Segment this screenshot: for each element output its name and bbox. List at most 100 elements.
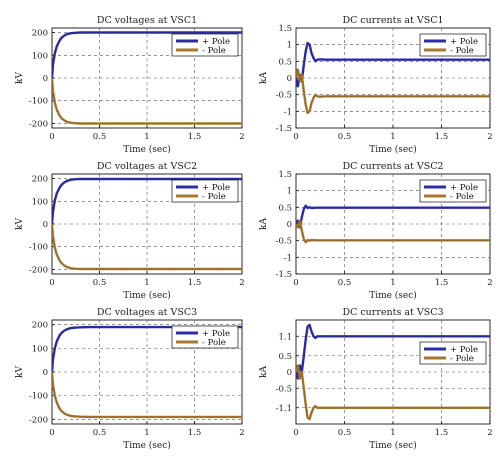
legend: + Pole- Pole — [419, 179, 487, 203]
y-tick-label: 100 — [32, 344, 48, 354]
x-tick-label: 0.5 — [93, 428, 107, 438]
y-tick-label: 0.5 — [278, 57, 292, 67]
y-tick-label: 0 — [287, 368, 292, 378]
series-trace-minus-pole — [296, 69, 490, 114]
x-tick-label: 2 — [487, 278, 492, 288]
legend: + Pole- Pole — [171, 179, 239, 203]
series-trace-plus-pole — [296, 205, 490, 228]
y-tick-label: 0 — [43, 220, 48, 230]
legend-label: + Pole — [202, 183, 230, 193]
x-tick-label: 1 — [390, 428, 395, 438]
x-tick-label: 0 — [49, 428, 54, 438]
x-tick-label: 0.5 — [338, 278, 352, 288]
series-trace-plus-pole — [296, 324, 490, 379]
y-tick-label: 0 — [43, 368, 48, 378]
y-tick-label: -0.5 — [276, 91, 292, 101]
y-tick-label: 1.1 — [278, 332, 292, 342]
chart-panel-6: 0 0.5 1 1.5 2 1.1 0.5 0 -0.5 -1.1 DC currents at V… — [259, 307, 493, 451]
x-tick-label: 1.5 — [435, 278, 449, 288]
x-tick-label: 2 — [239, 428, 244, 438]
y-tick-label: -0.5 — [276, 237, 292, 247]
y-tick-label: -1.5 — [276, 124, 292, 134]
legend: + Pole- Pole — [419, 33, 487, 57]
y-tick-label: 200 — [32, 29, 48, 39]
x-tick-label: 0 — [293, 428, 298, 438]
x-axis-label: Time (sec) — [123, 144, 171, 155]
y-tick-label: 1 — [287, 187, 292, 197]
x-tick-label: 2 — [239, 132, 244, 142]
y-axis-label: kA — [259, 72, 269, 84]
y-tick-label: -200 — [29, 415, 48, 425]
legend-label: - Pole — [202, 192, 226, 202]
x-tick-label: 1.5 — [188, 278, 202, 288]
x-tick-label: 1 — [144, 132, 149, 142]
y-tick-label: 200 — [32, 175, 48, 185]
y-axis-label: kV — [15, 366, 25, 378]
y-tick-label: 0 — [287, 220, 292, 230]
chart-title: DC voltages at VSC3 — [97, 307, 197, 318]
x-tick-label: 2 — [239, 278, 244, 288]
x-tick-label: 0 — [293, 278, 298, 288]
y-tick-label: 0 — [43, 74, 48, 84]
y-axis-label: kV — [15, 218, 25, 230]
x-tick-label: 1 — [390, 132, 395, 142]
x-tick-label: 1.5 — [435, 428, 449, 438]
x-tick-label: 0 — [293, 132, 298, 142]
y-tick-label: 0.5 — [278, 203, 292, 213]
x-tick-label: 1.5 — [188, 132, 202, 142]
x-tick-label: 0.5 — [338, 428, 352, 438]
series-trace-minus-pole — [296, 220, 490, 243]
chart-title: DC currents at VSC2 — [342, 161, 443, 172]
y-axis-label: kA — [259, 218, 269, 230]
series-trace-minus-pole — [52, 77, 242, 124]
legend: + Pole- Pole — [171, 33, 239, 57]
y-axis-label: kV — [15, 72, 25, 84]
x-tick-label: 2 — [487, 428, 492, 438]
x-axis-label: Time (sec) — [369, 144, 417, 155]
y-tick-label: 1.5 — [278, 24, 292, 34]
legend-label: + Pole — [450, 37, 478, 47]
x-tick-label: 1.5 — [188, 428, 202, 438]
series-trace-plus-pole — [52, 32, 242, 79]
chart-panel-3: 0 0.5 1 1.5 2 200 100 0 -100 -200 DC voltages at V… — [15, 161, 245, 301]
x-axis-label: Time (sec) — [123, 290, 171, 301]
x-tick-label: 0 — [49, 132, 54, 142]
x-tick-label: 1 — [390, 278, 395, 288]
y-tick-label: 0 — [287, 74, 292, 84]
y-tick-label: -1 — [284, 253, 292, 263]
legend-label: - Pole — [202, 338, 226, 348]
y-axis-label: kA — [259, 366, 269, 378]
series-trace-minus-pole — [296, 365, 490, 420]
x-axis-label: Time (sec) — [123, 440, 171, 451]
y-tick-label: -0.5 — [276, 384, 292, 394]
legend-label: - Pole — [450, 46, 474, 56]
y-tick-label: 1.5 — [278, 170, 292, 180]
chart-title: DC currents at VSC1 — [342, 15, 443, 26]
legend-label: + Pole — [202, 37, 230, 47]
series-trace-minus-pole — [52, 223, 242, 270]
y-tick-label: -100 — [29, 97, 48, 107]
series-trace-minus-pole — [52, 371, 242, 418]
chart-title: DC voltages at VSC2 — [97, 161, 197, 172]
legend-label: + Pole — [450, 183, 478, 193]
legend: + Pole- Pole — [419, 341, 487, 365]
y-tick-label: -200 — [29, 265, 48, 275]
x-tick-label: 1 — [144, 278, 149, 288]
x-tick-label: 1 — [144, 428, 149, 438]
y-tick-label: 100 — [32, 197, 48, 207]
y-tick-label: 0.5 — [278, 352, 292, 362]
chart-title: DC currents at VSC3 — [342, 307, 443, 318]
legend-label: - Pole — [450, 192, 474, 202]
chart-panel-1: 0 0.5 1 1.5 2 200 100 0 -100 -200 DC voltages at V… — [15, 15, 245, 155]
y-tick-label: -1.5 — [276, 270, 292, 280]
y-tick-label: -100 — [29, 243, 48, 253]
legend-label: - Pole — [450, 354, 474, 364]
y-tick-label: -1 — [284, 107, 292, 117]
y-tick-label: -1.1 — [276, 404, 292, 414]
y-tick-label: -200 — [29, 119, 48, 129]
x-axis-label: Time (sec) — [369, 290, 417, 301]
y-tick-label: 200 — [32, 321, 48, 331]
chart-panel-5: 0 0.5 1 1.5 2 200 100 0 -100 -200 DC voltages at V… — [15, 307, 245, 451]
y-tick-label: 100 — [32, 51, 48, 61]
